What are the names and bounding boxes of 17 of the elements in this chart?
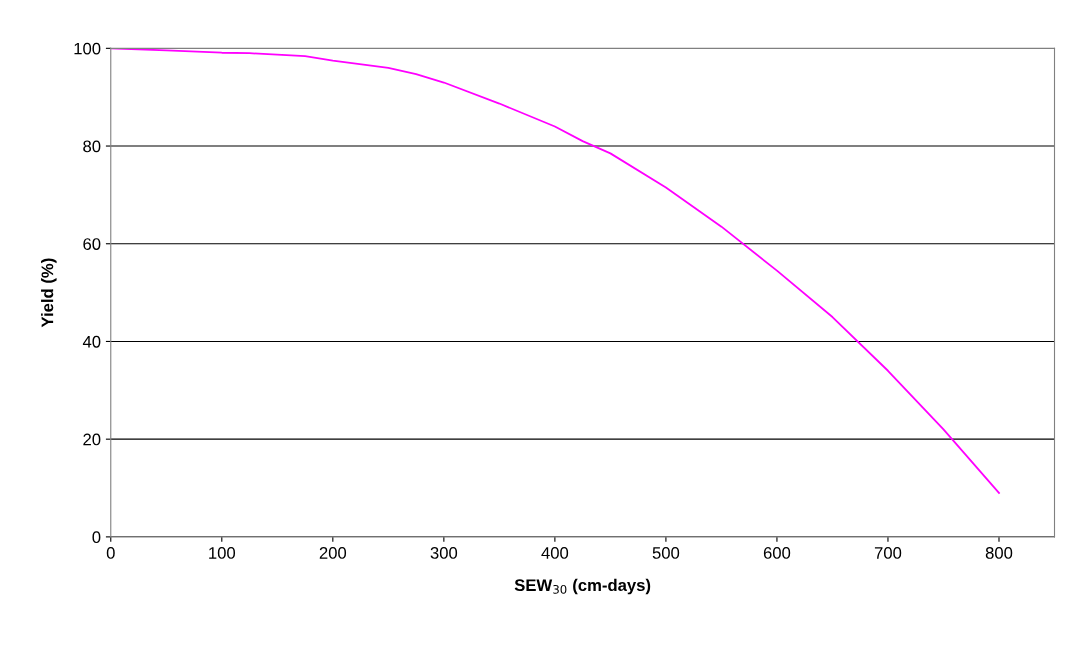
y-tick-label: 100 xyxy=(74,42,101,55)
x-tick-label: 400 xyxy=(541,547,569,559)
x-tick-label: 300 xyxy=(430,547,458,559)
x-tick-label: 0 xyxy=(106,547,115,559)
x-tick-label: 700 xyxy=(874,547,902,559)
y-tick-label: 0 xyxy=(92,531,101,544)
y-tick-label: 40 xyxy=(82,335,101,348)
x-tick-label: 600 xyxy=(763,547,791,559)
y-tick-label: 60 xyxy=(83,238,101,250)
y-axis-title: Yield (%) xyxy=(41,258,57,328)
x-tick-label: 800 xyxy=(985,547,1013,559)
x-tick-label: 100 xyxy=(209,547,236,559)
x-axis-title: SEW$_{30}$ (cm-days) xyxy=(514,578,651,595)
x-tick-label: 200 xyxy=(319,547,347,559)
x-tick-label: 500 xyxy=(652,547,680,559)
y-tick-label: 20 xyxy=(83,433,101,446)
y-tick-label: 80 xyxy=(83,140,101,153)
